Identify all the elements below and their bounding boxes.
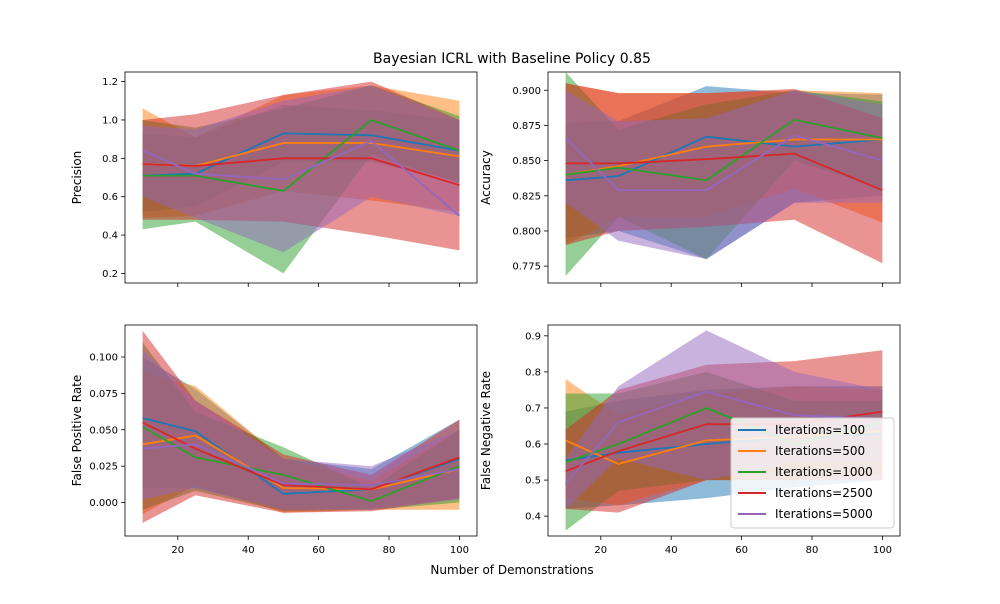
y-tick-label: 0.075 xyxy=(89,389,118,400)
y-tick-label: 0.875 xyxy=(512,121,541,132)
x-tick-label: 80 xyxy=(806,545,819,556)
legend-item-iterations-1000: Iterations=1000 xyxy=(738,465,873,479)
y-tick-label: 0.5 xyxy=(525,476,541,487)
band-iterations-5000 xyxy=(142,85,460,253)
y-tick-label: 0.6 xyxy=(102,192,118,203)
line-iterations-1000 xyxy=(565,118,883,182)
x-tick-label: 40 xyxy=(665,545,678,556)
x-tick-label: 60 xyxy=(312,545,325,556)
legend-label: Iterations=1000 xyxy=(775,465,873,479)
legend-label: Iterations=5000 xyxy=(775,507,873,521)
y-axis-label: Accuracy xyxy=(479,150,493,205)
y-tick-label: 0.6 xyxy=(525,440,541,451)
figure-title: Bayesian ICRL with Baseline Policy 0.85 xyxy=(373,51,651,67)
y-tick-label: 0.900 xyxy=(512,86,541,97)
band-iterations-5000 xyxy=(565,330,883,509)
figure-xlabel: Number of Demonstrations xyxy=(430,563,593,577)
legend-item-iterations-500: Iterations=500 xyxy=(738,444,865,458)
series-lines xyxy=(142,417,460,503)
x-tick-label: 20 xyxy=(171,545,184,556)
line-iterations-100 xyxy=(142,132,460,177)
axes-frame xyxy=(547,71,901,284)
line-iterations-2500 xyxy=(142,421,460,491)
x-tick-label: 80 xyxy=(383,545,396,556)
series-lines xyxy=(142,118,460,217)
series-lines xyxy=(564,118,883,192)
band-iterations-5000 xyxy=(565,90,883,260)
legend: Iterations=100 Iterations=500 Iterations=1… xyxy=(730,417,895,529)
line-iterations-500 xyxy=(142,434,460,491)
y-tick-label: 0.100 xyxy=(89,353,118,364)
y-tick-label: 0.7 xyxy=(525,403,541,414)
y-tick-label: 0.050 xyxy=(89,425,118,436)
y-tick-label: 1.0 xyxy=(102,115,118,126)
line-iterations-5000 xyxy=(564,390,883,485)
line-iterations-1000 xyxy=(142,426,460,503)
legend-frame xyxy=(730,417,895,529)
y-tick-label: 0.8 xyxy=(102,154,118,165)
y-axis-label: False Positive Rate xyxy=(70,375,84,487)
line-iterations-5000 xyxy=(142,140,460,217)
line-iterations-500 xyxy=(565,138,883,176)
confidence-bands xyxy=(142,81,460,274)
y-tick-label: 0.4 xyxy=(102,231,118,242)
y-tick-label: 0.4 xyxy=(525,512,541,523)
line-iterations-1000 xyxy=(142,118,460,192)
y-axis-label: False Negative Rate xyxy=(479,371,493,490)
legend-label: Iterations=2500 xyxy=(775,486,873,500)
line-iterations-2500 xyxy=(565,152,883,192)
legend-item-iterations-5000: Iterations=5000 xyxy=(738,507,873,521)
y-tick-label: 0.025 xyxy=(89,462,118,473)
x-tick-label: 20 xyxy=(594,545,607,556)
line-iterations-5000 xyxy=(142,443,460,487)
y-tick-label: 0.850 xyxy=(512,156,541,167)
x-tick-label: 40 xyxy=(242,545,255,556)
legend-item-iterations-2500: Iterations=2500 xyxy=(738,486,873,500)
line-iterations-5000 xyxy=(564,134,883,192)
x-tick-label: 100 xyxy=(873,545,892,556)
subplot-accuracy: 0.775 0.800 0.825 0.850 0.875 0.900 Accuracy xyxy=(479,71,901,287)
legend-item-iterations-100: Iterations=100 xyxy=(738,423,865,437)
axes-frame xyxy=(124,324,478,537)
axes-frame xyxy=(547,324,901,537)
legend-label: Iterations=500 xyxy=(775,444,865,458)
band-iterations-5000 xyxy=(142,349,460,510)
y-tick-label: 0.2 xyxy=(102,269,118,280)
y-tick-label: 0.800 xyxy=(512,226,541,237)
y-tick-label: 1.2 xyxy=(102,77,118,88)
subplot-precision: 0.2 0.4 0.6 0.8 1.0 1.2 Precision xyxy=(70,71,478,287)
axes-frame xyxy=(124,71,478,284)
x-tick-label: 60 xyxy=(735,545,748,556)
confidence-bands xyxy=(565,72,883,276)
y-tick-label: 0.775 xyxy=(512,262,541,273)
y-tick-label: 0.8 xyxy=(525,367,541,378)
y-tick-label: 0.000 xyxy=(89,498,118,509)
y-axis-label: Precision xyxy=(70,151,84,205)
subplot-false-positive-rate: 20 40 60 80 100 0.000 0.025 0.050 0.075 0.100 Fals… xyxy=(70,324,478,556)
confidence-bands xyxy=(142,330,460,523)
x-tick-label: 100 xyxy=(450,545,469,556)
legend-label: Iterations=100 xyxy=(775,423,865,437)
y-tick-label: 0.825 xyxy=(512,191,541,202)
y-tick-label: 0.9 xyxy=(525,331,541,342)
